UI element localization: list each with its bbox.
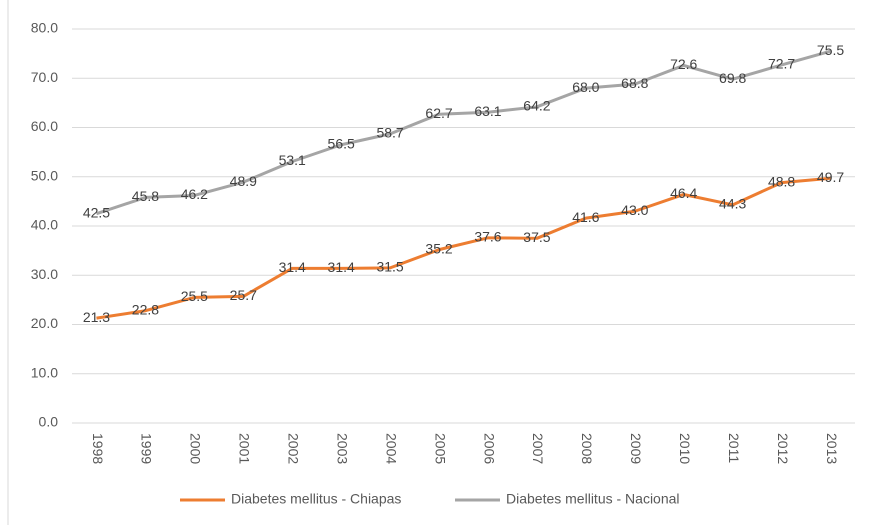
data-label: 42.5 bbox=[83, 204, 110, 220]
series-line bbox=[96, 176, 831, 320]
data-label: 37.6 bbox=[474, 229, 501, 245]
x-tick-label: 2009 bbox=[628, 433, 644, 464]
y-tick-label: 70.0 bbox=[31, 69, 58, 85]
data-label: 31.4 bbox=[279, 259, 306, 275]
y-tick-label: 50.0 bbox=[31, 167, 58, 183]
y-tick-label: 40.0 bbox=[31, 217, 58, 233]
x-tick-label: 1999 bbox=[139, 433, 155, 464]
data-label: 68.8 bbox=[621, 75, 648, 91]
x-tick-label: 2003 bbox=[334, 433, 350, 464]
data-label: 68.0 bbox=[572, 79, 599, 95]
data-label: 53.1 bbox=[279, 152, 306, 168]
x-tick-label: 2008 bbox=[579, 433, 595, 464]
x-tick-label: 2006 bbox=[481, 433, 497, 464]
data-label: 31.4 bbox=[328, 259, 355, 275]
data-label: 46.2 bbox=[181, 186, 208, 202]
x-tick-label: 1998 bbox=[90, 433, 106, 464]
series-line bbox=[95, 49, 831, 216]
data-label: 44.3 bbox=[719, 196, 746, 212]
data-label: 21.3 bbox=[83, 309, 110, 325]
y-tick-label: 0.0 bbox=[39, 414, 59, 430]
data-label: 64.2 bbox=[523, 98, 550, 114]
x-tick-label: 2012 bbox=[775, 433, 791, 464]
data-label: 46.4 bbox=[670, 185, 697, 201]
data-label: 72.7 bbox=[768, 56, 795, 72]
x-tick-label: 2011 bbox=[726, 433, 742, 463]
data-label: 75.5 bbox=[817, 42, 844, 58]
data-label: 37.5 bbox=[523, 229, 550, 245]
x-tick-label: 2004 bbox=[383, 433, 399, 464]
x-tick-label: 2005 bbox=[432, 433, 448, 464]
data-label: 63.1 bbox=[474, 103, 501, 119]
data-label: 49.7 bbox=[817, 169, 844, 185]
x-tick-label: 2007 bbox=[530, 433, 546, 464]
data-label: 35.2 bbox=[425, 240, 452, 256]
data-label: 45.8 bbox=[132, 188, 159, 204]
y-tick-label: 60.0 bbox=[31, 118, 58, 134]
data-label: 58.7 bbox=[376, 125, 403, 141]
data-label: 25.7 bbox=[230, 287, 257, 303]
y-tick-label: 30.0 bbox=[31, 266, 58, 282]
y-tick-label: 10.0 bbox=[31, 364, 58, 380]
data-label: 22.8 bbox=[132, 301, 159, 317]
data-label: 72.6 bbox=[670, 56, 697, 72]
data-label: 48.8 bbox=[768, 173, 795, 189]
data-label: 41.6 bbox=[572, 209, 599, 225]
x-tick-label: 2002 bbox=[286, 433, 302, 464]
data-label: 69.8 bbox=[719, 70, 746, 86]
legend-label: Diabetes mellitus - Nacional bbox=[506, 491, 680, 507]
x-tick-label: 2001 bbox=[237, 433, 253, 464]
y-tick-label: 20.0 bbox=[31, 315, 58, 331]
x-tick-label: 2010 bbox=[677, 433, 693, 464]
data-label: 62.7 bbox=[425, 105, 452, 121]
data-label: 31.5 bbox=[376, 259, 403, 275]
data-label: 25.5 bbox=[181, 288, 208, 304]
x-tick-label: 2000 bbox=[188, 433, 204, 464]
x-tick-label: 2013 bbox=[824, 433, 840, 464]
data-label: 48.9 bbox=[230, 173, 257, 189]
data-label: 43.0 bbox=[621, 202, 648, 218]
data-label: 56.5 bbox=[328, 135, 355, 151]
y-tick-label: 80.0 bbox=[31, 20, 58, 36]
legend-label: Diabetes mellitus - Chiapas bbox=[231, 491, 401, 507]
